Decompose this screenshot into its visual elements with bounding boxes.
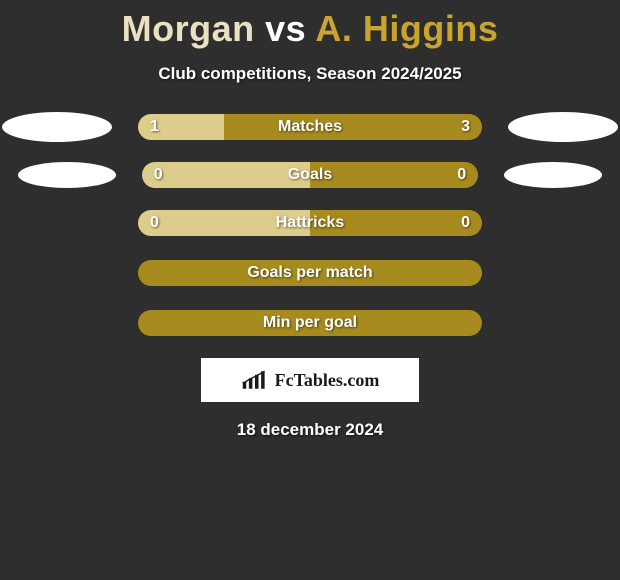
brand-text: FcTables.com [275, 370, 380, 391]
player2-avatar-oval [508, 112, 618, 142]
subtitle: Club competitions, Season 2024/2025 [0, 64, 620, 84]
stat-row: 0 Hattricks 0 [0, 208, 620, 238]
stat-left-value: 0 [154, 166, 163, 184]
stat-bar: 0 Hattricks 0 [138, 210, 482, 236]
player1-avatar-oval [18, 162, 116, 188]
stat-bar-right-fill [310, 162, 478, 188]
brand-chart-icon [241, 369, 269, 391]
stat-label: Goals [288, 166, 332, 184]
stat-row: Goals per match [0, 258, 620, 288]
comparison-title: Morgan vs A. Higgins [0, 0, 620, 50]
stat-right-value: 0 [461, 214, 470, 232]
stat-label: Hattricks [276, 214, 344, 232]
stat-label: Min per goal [263, 314, 357, 332]
player1-avatar-oval [2, 112, 112, 142]
vs-label: vs [265, 8, 306, 49]
stat-bar: Min per goal [138, 310, 482, 336]
stat-bar: 0 Goals 0 [142, 162, 478, 188]
stat-right-value: 0 [457, 166, 466, 184]
stat-row: 1 Matches 3 [0, 112, 620, 142]
date-label: 18 december 2024 [0, 420, 620, 440]
stat-left-value: 1 [150, 118, 159, 136]
stat-right-value: 3 [461, 118, 470, 136]
stat-rows: 1 Matches 3 0 Goals 0 0 Hattricks 0 Goals per mat… [0, 112, 620, 338]
player2-name: A. Higgins [315, 8, 498, 49]
stat-label: Goals per match [247, 264, 372, 282]
player1-name: Morgan [122, 8, 255, 49]
stat-row: Min per goal [0, 308, 620, 338]
stat-left-value: 0 [150, 214, 159, 232]
stat-bar-right-fill [224, 114, 482, 140]
stat-bar: Goals per match [138, 260, 482, 286]
player2-avatar-oval [504, 162, 602, 188]
stat-bar-left-fill [142, 162, 310, 188]
stat-bar: 1 Matches 3 [138, 114, 482, 140]
brand-badge: FcTables.com [201, 358, 419, 402]
stat-row: 0 Goals 0 [0, 162, 620, 188]
stat-label: Matches [278, 118, 342, 136]
